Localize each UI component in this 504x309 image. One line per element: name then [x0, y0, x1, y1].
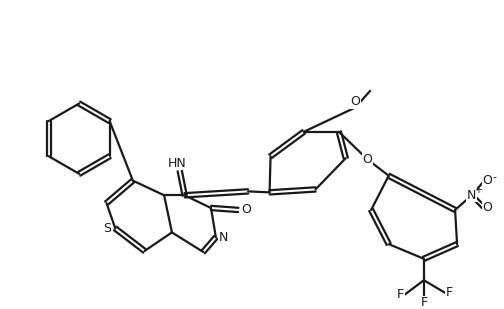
Text: F: F: [446, 286, 453, 299]
Text: -: -: [492, 172, 496, 182]
Text: O: O: [482, 201, 492, 214]
Text: N: N: [467, 189, 476, 202]
Text: O: O: [362, 153, 372, 166]
Text: +: +: [474, 185, 481, 195]
Text: F: F: [397, 288, 404, 301]
Text: HN: HN: [167, 157, 186, 170]
Text: O: O: [351, 95, 360, 108]
Text: O: O: [241, 203, 251, 216]
Text: O: O: [482, 174, 492, 187]
Text: F: F: [420, 296, 427, 309]
Text: N: N: [219, 231, 228, 244]
Text: S: S: [103, 222, 111, 235]
